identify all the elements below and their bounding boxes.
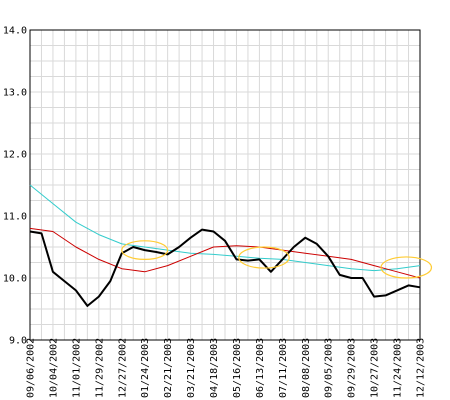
series-line-price [29,228,421,307]
y-tick-label: 11.0 [3,212,27,223]
x-tick-label: 09/06/2002 [26,338,37,398]
x-tick-label: 07/11/2003 [278,338,289,398]
annotation-layer [121,240,433,279]
x-tick-label: 06/13/2003 [255,338,266,398]
series-layer [29,184,421,307]
x-tick-label: 08/08/2003 [301,338,312,398]
x-tick-label: 02/21/2003 [163,338,174,398]
highlight-ellipse-3 [380,256,433,279]
highlight-ellipse-1 [121,240,169,261]
y-tick-label: 10.0 [3,274,27,285]
x-tick-label: 11/29/2002 [94,338,105,398]
x-tick-label: 10/04/2002 [48,338,59,398]
x-tick-label: 09/29/2003 [347,338,358,398]
x-tick-label: 04/18/2003 [209,338,220,398]
chart-grid [29,29,421,341]
y-axis-ticks: 14.0 13.0 12.0 11.0 10.0 9.0 [3,26,27,347]
x-tick-label: 03/21/2003 [186,338,197,398]
series-line-long-ma [29,184,421,272]
x-tick-label: 12/27/2002 [117,338,128,398]
x-axis-ticks: 09/06/2002 10/04/2002 11/01/2002 11/29/2002… [26,338,427,398]
x-tick-label: 12/12/2003 [416,338,427,398]
x-tick-label: 09/05/2003 [324,338,335,398]
y-tick-label: 13.0 [3,88,27,99]
x-tick-label: 05/16/2003 [232,338,243,398]
y-tick-label: 12.0 [3,150,27,161]
highlight-ellipse-2 [238,246,290,269]
x-tick-label: 10/27/2003 [370,338,381,398]
x-tick-label: 11/01/2002 [71,338,82,398]
x-tick-label: 11/24/2003 [393,338,404,398]
y-tick-label: 14.0 [3,26,27,37]
x-tick-label: 01/24/2003 [140,338,151,398]
y-tick-label: 9.0 [9,336,27,347]
series-line-short-ma [29,227,421,279]
